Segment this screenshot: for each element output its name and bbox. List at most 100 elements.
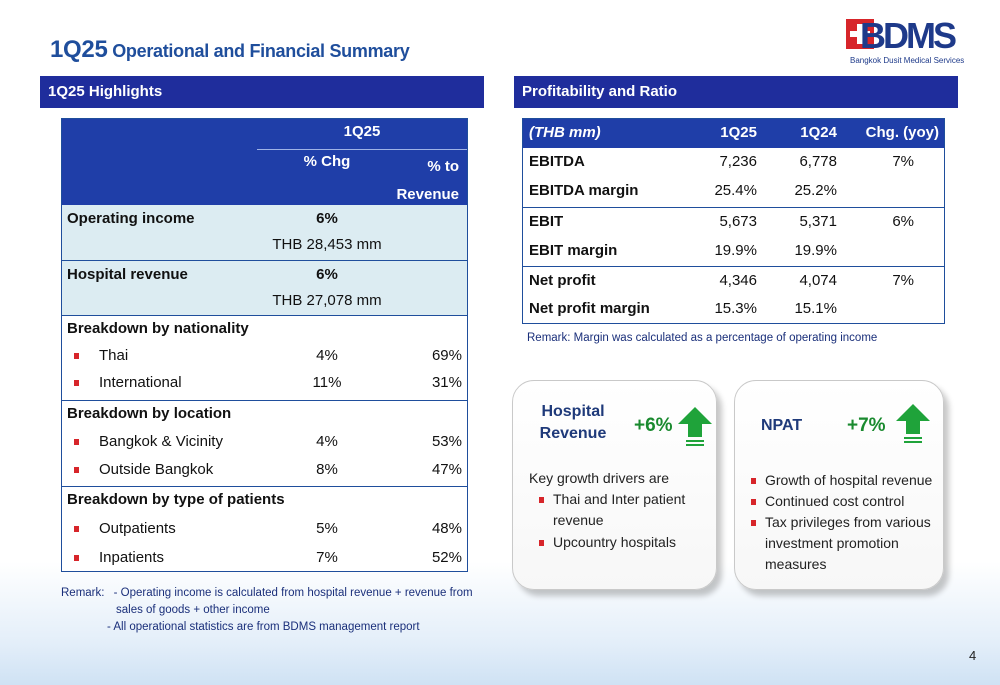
bdms-logo: BDMS Bangkok Dusit Medical Services — [838, 14, 964, 70]
location-label: Breakdown by location — [67, 405, 232, 422]
hospital-revenue-block: Hospital revenue 6% THB 27,078 mm — [62, 260, 467, 315]
list-item-rev: 31% — [431, 374, 462, 391]
card-intro: Key growth drivers are — [529, 470, 670, 486]
highlights-table-header: 1Q25 % Chg % to Revenue — [62, 119, 467, 205]
table-row: EBIT margin 19.9% 19.9% — [523, 237, 944, 266]
profitability-table-header: (THB mm) 1Q25 1Q24 Chg. (yoy) — [523, 119, 944, 148]
list-item-chg: 4% — [316, 433, 338, 450]
list-item-name: Outside Bangkok — [99, 461, 214, 478]
nationality-block: Breakdown by nationality Thai 4% 69% Int… — [62, 315, 467, 400]
card-title: Hospital Revenue — [533, 401, 613, 445]
row-divider — [523, 207, 944, 208]
row-1q25: 7,236 — [719, 153, 757, 170]
profitability-remark: Remark: Margin was calculated as a perce… — [527, 332, 878, 344]
col-1q24-label: 1Q24 — [800, 124, 837, 141]
hospital-revenue-chg: 6% — [316, 266, 338, 283]
nationality-label: Breakdown by nationality — [67, 320, 249, 337]
row-1q24: 6,778 — [799, 153, 837, 170]
hospital-revenue-card: Hospital Revenue +6% Key growth drivers … — [512, 380, 717, 590]
row-1q24: 15.1% — [794, 300, 837, 317]
list-item-name: Inpatients — [99, 549, 165, 566]
list-item-name: Thai — [99, 347, 129, 364]
row-1q24: 25.2% — [794, 182, 837, 199]
row-chg: 6% — [892, 213, 914, 230]
row-1q24: 5,371 — [799, 213, 837, 230]
bullet-icon — [74, 467, 79, 473]
col-group-label: 1Q25 — [343, 123, 381, 140]
table-row: EBIT 5,673 5,371 6% — [523, 208, 944, 237]
arrow-up-icon — [678, 407, 712, 446]
profitability-header: Profitability and Ratio — [514, 76, 958, 108]
col-rev-label-line2: Revenue — [396, 186, 459, 203]
row-1q25: 19.9% — [714, 242, 757, 259]
row-1q24: 19.9% — [794, 242, 837, 259]
card-bullet-2: Continued cost control — [765, 493, 905, 509]
page-title-prefix: 1Q25 — [50, 36, 108, 63]
remark-text-2: - All operational statistics are from BD… — [107, 621, 420, 633]
page-title-text: Operational and Financial Summary — [112, 41, 410, 61]
bullet-icon — [74, 439, 79, 445]
hospital-revenue-amount: THB 27,078 mm — [272, 292, 382, 309]
bullet-icon — [74, 353, 79, 359]
row-label: Net profit margin — [529, 300, 650, 317]
patients-block: Breakdown by type of patients Outpatient… — [62, 486, 467, 572]
table-row: Net profit 4,346 4,074 7% — [523, 267, 944, 296]
card-title: NPAT — [761, 417, 803, 434]
logo-word: BDMS — [860, 15, 957, 56]
table-row: EBITDA margin 25.4% 25.2% — [523, 177, 944, 206]
highlights-table: 1Q25 % Chg % to Revenue Operating income… — [61, 118, 468, 572]
bullet-icon — [751, 520, 756, 526]
list-item-chg: 4% — [316, 347, 338, 364]
hospital-revenue-label: Hospital revenue — [67, 266, 188, 283]
bullet-icon — [539, 497, 544, 503]
page-title: 1Q25 Operational and Financial Summary — [50, 36, 410, 64]
bullet-icon — [74, 555, 79, 561]
location-block: Breakdown by location Bangkok & Vicinity… — [62, 400, 467, 486]
card-bullet-3b: investment promotion — [765, 535, 899, 551]
row-1q25: 5,673 — [719, 213, 757, 230]
remark-text-1a: - Operating income is calculated from ho… — [113, 587, 473, 599]
header-divider — [257, 149, 467, 150]
row-label: Net profit — [529, 272, 596, 289]
card-bullet-1a: Thai and Inter patient — [553, 491, 686, 507]
row-1q24: 4,074 — [799, 272, 837, 289]
logo-subtitle: Bangkok Dusit Medical Services — [850, 56, 965, 65]
card-title-line2: Revenue — [539, 425, 607, 442]
row-label: EBITDA margin — [529, 182, 639, 199]
list-item-chg: 11% — [312, 374, 342, 391]
bullet-icon — [74, 380, 79, 386]
col-rev-label: % to Revenue — [392, 153, 467, 209]
row-1q25: 15.3% — [714, 300, 757, 317]
row-chg: 7% — [892, 272, 914, 289]
highlights-remark: Remark: - Operating income is calculated… — [61, 585, 473, 636]
list-item-chg: 7% — [316, 549, 338, 566]
card-bullet-3c: measures — [765, 556, 827, 572]
list-item-chg: 8% — [316, 461, 338, 478]
highlights-header: 1Q25 Highlights — [40, 76, 484, 108]
table-row: EBITDA 7,236 6,778 7% — [523, 148, 944, 177]
table-row: Net profit margin 15.3% 15.1% — [523, 295, 944, 324]
list-item-rev: 47% — [431, 461, 462, 478]
operating-income-block: Operating income 6% THB 28,453 mm — [62, 205, 467, 260]
row-1q25: 4,346 — [719, 272, 757, 289]
patients-label: Breakdown by type of patients — [67, 491, 285, 508]
operating-income-amount: THB 28,453 mm — [272, 236, 382, 253]
list-item-rev: 69% — [431, 347, 462, 364]
npat-card: NPAT +7% Growth of hospital revenue Cont… — [734, 380, 944, 590]
card-title-line1: Hospital — [541, 403, 605, 420]
card-change: +7% — [847, 415, 886, 436]
card-bullet-2: Upcountry hospitals — [553, 534, 676, 550]
bullet-icon — [751, 499, 756, 505]
arrow-up-icon — [896, 404, 930, 443]
list-item-name: Bangkok & Vicinity — [99, 433, 223, 450]
col-unit-label: (THB mm) — [529, 124, 601, 141]
remark-label: Remark: — [61, 587, 105, 599]
row-1q25: 25.4% — [714, 182, 757, 199]
col-chg-label: Chg. (yoy) — [865, 124, 939, 141]
list-item-chg: 5% — [316, 520, 338, 537]
remark-line-1: Remark: - Operating income is calculated… — [61, 585, 473, 602]
col-rev-label-line1: % to — [427, 158, 459, 175]
medical-cross-icon — [846, 19, 874, 49]
row-divider — [523, 266, 944, 267]
bullet-icon — [74, 526, 79, 532]
